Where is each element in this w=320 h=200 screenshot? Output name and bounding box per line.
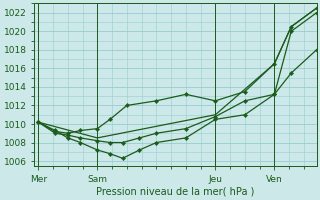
X-axis label: Pression niveau de la mer( hPa ): Pression niveau de la mer( hPa ): [96, 187, 254, 197]
